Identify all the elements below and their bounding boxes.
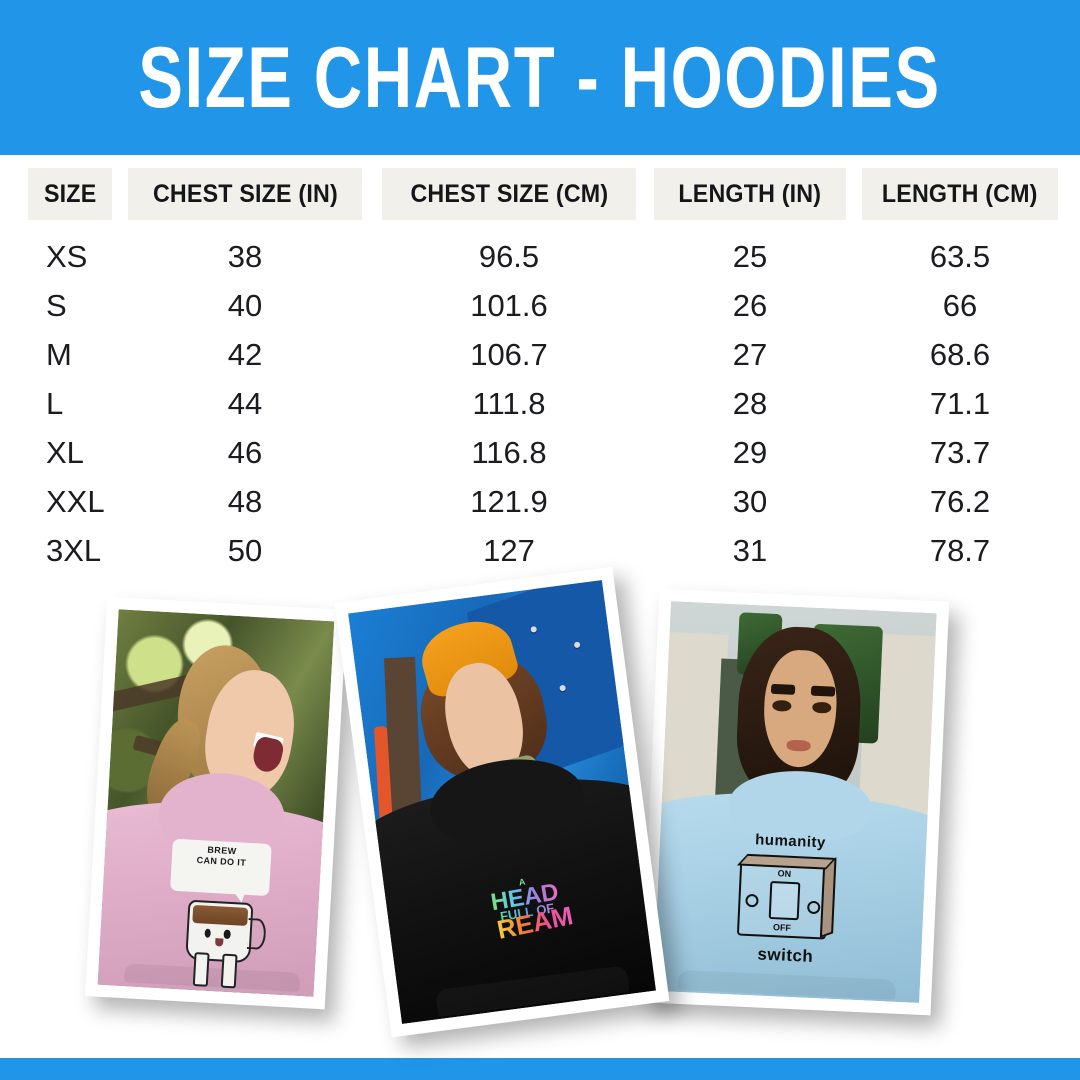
humanity-switch-graphic: humanity ON OFF switch xyxy=(718,830,857,968)
cell-length-in: 25 xyxy=(732,238,768,274)
hoodie-pocket xyxy=(677,969,896,1000)
cell-chest-in: 42 xyxy=(227,336,263,372)
cell-chest-cm: 116.8 xyxy=(471,434,547,470)
model-lips xyxy=(786,739,812,752)
cell-length-cm: 68.6 xyxy=(929,336,991,372)
table-row: XS 38 96.5 25 63.5 xyxy=(0,232,1080,281)
cell-length-in: 30 xyxy=(732,483,768,519)
cell-chest-in: 48 xyxy=(227,483,263,519)
table-row: S 40 101.6 26 66 xyxy=(0,281,1080,330)
model-eyebrow-left xyxy=(770,683,795,695)
cell-length-cm: 78.7 xyxy=(929,532,991,568)
cell-length-in: 28 xyxy=(732,385,768,421)
switch-toggle xyxy=(768,880,800,921)
mug-eye-left xyxy=(204,928,212,938)
cell-length-cm: 66 xyxy=(942,287,978,323)
size-table: SIZE CHEST SIZE (IN) CHEST SIZE (CM) LEN… xyxy=(0,168,1080,575)
product-photo-strip: BREW CAN DO IT xyxy=(0,566,1080,1045)
table-header-row: SIZE CHEST SIZE (IN) CHEST SIZE (CM) LEN… xyxy=(0,168,1080,226)
cell-chest-cm: 106.7 xyxy=(470,336,548,372)
page-title: SIZE CHART - HOODIES xyxy=(138,29,942,126)
column-header-length-cm: LENGTH (CM) xyxy=(862,168,1058,220)
cell-chest-cm: 127 xyxy=(483,532,535,568)
table-row: 3XL 50 127 31 78.7 xyxy=(0,526,1080,575)
cell-size: XXL xyxy=(46,483,105,519)
cell-size: 3XL xyxy=(46,532,102,568)
cell-chest-cm: 111.8 xyxy=(472,385,546,421)
cell-length-cm: 71.1 xyxy=(929,385,991,421)
cell-length-in: 31 xyxy=(732,532,768,568)
cell-size: XL xyxy=(46,434,84,470)
cell-chest-cm: 96.5 xyxy=(478,238,540,274)
cell-length-cm: 63.5 xyxy=(929,238,991,274)
column-header-length-in: LENGTH (IN) xyxy=(654,168,846,220)
cell-length-in: 26 xyxy=(732,287,768,323)
footer-banner xyxy=(0,1058,1080,1080)
mug-legs xyxy=(192,952,238,989)
cell-chest-cm: 121.9 xyxy=(470,483,548,519)
cell-length-in: 27 xyxy=(732,336,768,372)
cell-chest-cm: 101.6 xyxy=(470,287,548,323)
dreams-graphic: A HEAD FULL OF DREAMS xyxy=(447,831,602,968)
column-header-size: SIZE xyxy=(28,168,112,220)
cell-chest-in: 38 xyxy=(227,238,263,274)
switch-off-label: OFF xyxy=(772,922,792,934)
cell-length-in: 29 xyxy=(732,434,768,470)
cell-chest-in: 44 xyxy=(227,385,263,421)
photo-blue-humanity-switch-hoodie: humanity ON OFF switch xyxy=(640,588,950,1016)
photo-black-dreams-hoodie: A HEAD FULL OF DREAMS xyxy=(334,566,670,1038)
table-body: XS 38 96.5 25 63.5 S 40 101.6 26 66 M 42… xyxy=(0,232,1080,575)
cell-chest-in: 50 xyxy=(227,532,263,568)
table-row: M 42 106.7 27 68.6 xyxy=(0,330,1080,379)
model-eyebrow-right xyxy=(810,685,835,697)
switch-screw-left xyxy=(745,893,759,908)
speech-bubble-text: BREW CAN DO IT xyxy=(171,842,271,870)
photo-pink-brew-hoodie: BREW CAN DO IT xyxy=(85,596,347,1010)
light-switch-plate: ON OFF xyxy=(736,859,830,940)
cell-length-cm: 73.7 xyxy=(929,434,991,470)
cell-size: M xyxy=(46,336,72,372)
photo-content: A HEAD FULL OF DREAMS xyxy=(348,580,656,1024)
photo-content: humanity ON OFF switch xyxy=(653,601,937,1003)
cell-chest-in: 46 xyxy=(227,434,263,470)
table-row: XXL 48 121.9 30 76.2 xyxy=(0,477,1080,526)
cell-size: L xyxy=(46,385,64,421)
column-header-chest-in: CHEST SIZE (IN) xyxy=(128,168,362,220)
table-row: L 44 111.8 28 71.1 xyxy=(0,379,1080,428)
column-header-chest-cm: CHEST SIZE (CM) xyxy=(382,168,636,220)
mug-smile xyxy=(215,937,224,947)
cell-size: XS xyxy=(46,238,88,274)
speech-bubble-graphic: BREW CAN DO IT xyxy=(169,838,273,897)
switch-screw-right xyxy=(807,900,821,915)
mug-coffee-surface xyxy=(192,905,249,927)
photo-content: BREW CAN DO IT xyxy=(97,609,335,997)
header-banner: SIZE CHART - HOODIES xyxy=(0,0,1080,155)
mug-eye-right xyxy=(223,929,231,939)
switch-on-label: ON xyxy=(777,867,792,879)
cell-length-cm: 76.2 xyxy=(929,483,991,519)
cell-size: S xyxy=(46,287,67,323)
hoodie-pocket xyxy=(434,965,631,1017)
table-row: XL 46 116.8 29 73.7 xyxy=(0,428,1080,477)
cell-chest-in: 40 xyxy=(227,287,263,323)
